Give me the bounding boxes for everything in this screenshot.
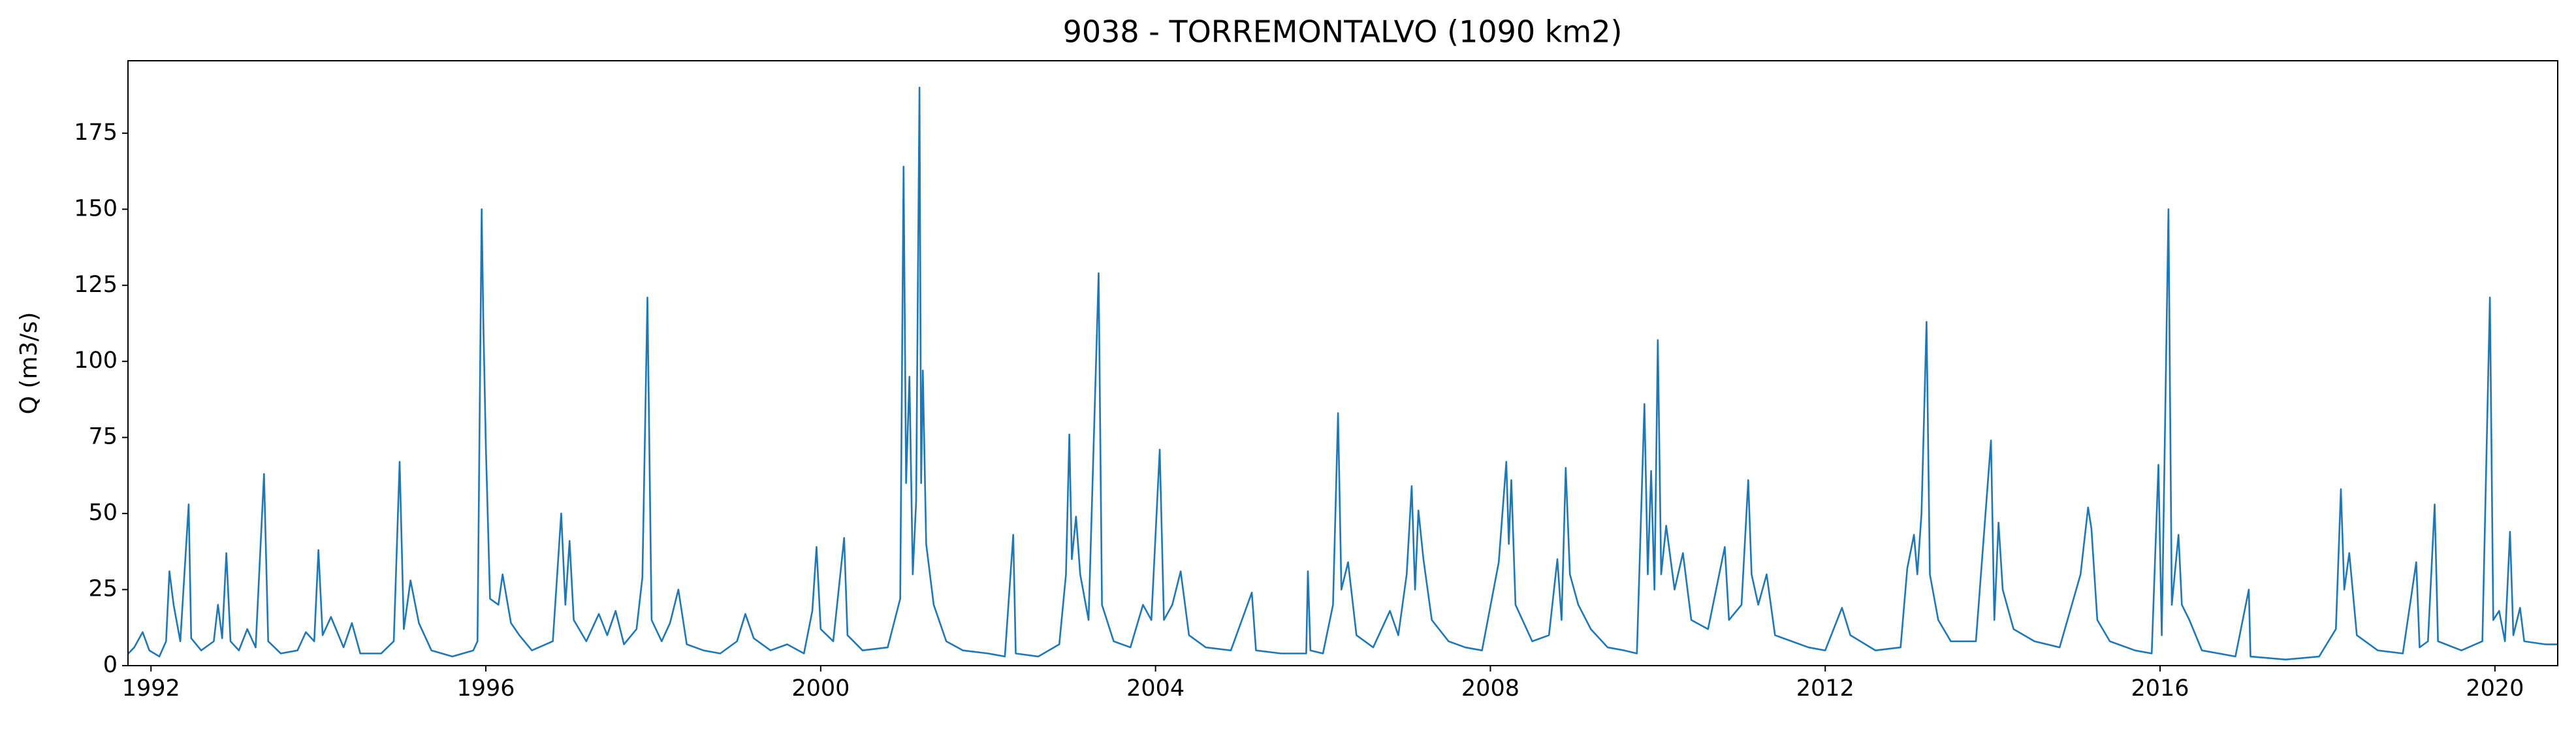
y-tick-label: 75 [88, 424, 118, 450]
y-axis-label: Q (m3/s) [16, 312, 42, 415]
y-tick-label: 50 [88, 500, 118, 526]
y-tick-label: 25 [88, 576, 118, 602]
y-tick-label: 100 [74, 348, 118, 374]
y-tick-label: 0 [103, 652, 118, 678]
x-tick-label: 2004 [1126, 675, 1185, 702]
y-tick-label: 125 [74, 272, 118, 298]
x-tick-label: 1992 [122, 675, 180, 702]
y-tick-label: 175 [74, 120, 118, 146]
x-tick-label: 2012 [1796, 675, 1854, 702]
x-tick-label: 2000 [791, 675, 850, 702]
chart-title: 9038 - TORREMONTALVO (1090 km2) [1063, 14, 1623, 50]
x-tick-label: 2016 [2131, 675, 2189, 702]
x-tick-label: 2020 [2466, 675, 2524, 702]
data-line [128, 86, 2558, 660]
x-tick-label: 1996 [457, 675, 515, 702]
x-tick-label: 2008 [1461, 675, 1519, 702]
plot-frame [127, 60, 2558, 666]
y-tick-label: 150 [74, 195, 118, 221]
